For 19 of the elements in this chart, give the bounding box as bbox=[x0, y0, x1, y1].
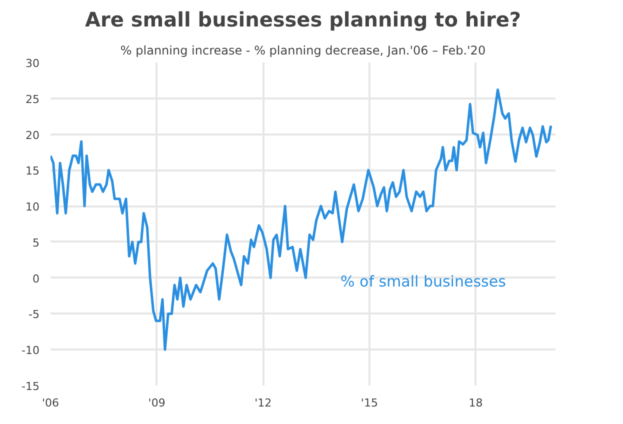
y-tick-label: 20 bbox=[26, 128, 40, 142]
chart-title: Are small businesses planning to hire? bbox=[84, 8, 522, 32]
x-tick-label: 18 bbox=[468, 396, 483, 410]
x-tick-label: '06 bbox=[42, 396, 60, 410]
y-tick-label: 25 bbox=[26, 92, 40, 106]
y-tick-label: 0 bbox=[32, 272, 40, 286]
y-tick-label: -15 bbox=[22, 380, 40, 393]
y-tick-label: 30 bbox=[26, 57, 40, 70]
x-tick-label: '09 bbox=[148, 396, 166, 410]
x-tick-label: '15 bbox=[360, 396, 378, 410]
text: % of small businesses bbox=[340, 272, 506, 290]
y-tick-label: 10 bbox=[26, 200, 40, 214]
y-tick-label: -5 bbox=[28, 308, 40, 322]
x-tick-label: '12 bbox=[254, 396, 272, 410]
chart-subtitle: % planning increase - % planning decrease, Jan.'06 – Feb.'20 bbox=[120, 44, 486, 58]
y-tick-label: 15 bbox=[26, 164, 40, 178]
y-tick-label: 5 bbox=[32, 236, 40, 250]
y-tick-label: -10 bbox=[22, 344, 40, 358]
line-series bbox=[50, 88, 552, 351]
